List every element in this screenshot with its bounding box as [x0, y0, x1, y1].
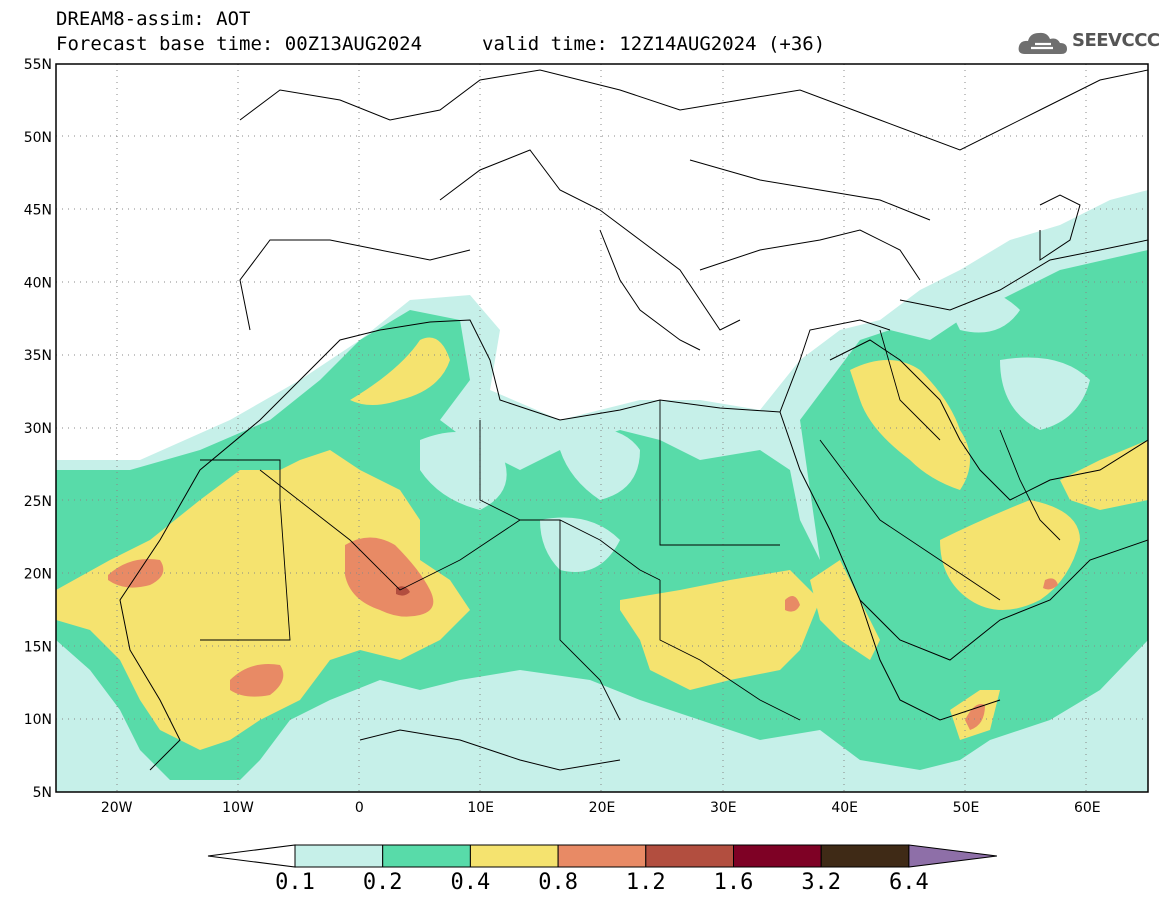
- logo-text: SEEVCCC: [1072, 30, 1160, 51]
- colorbar-bin: [733, 844, 822, 868]
- lon-label: 50E: [953, 800, 980, 816]
- borders: [200, 329, 1061, 721]
- lat-label: 50N: [24, 130, 52, 146]
- lat-label: 30N: [24, 421, 52, 437]
- colorbar: [207, 844, 997, 868]
- colorbar-bin: [645, 844, 734, 868]
- colorbar-bin: [820, 844, 910, 868]
- colorbar-level-label: 0.1: [275, 870, 315, 895]
- colorbar-level-label: 0.8: [538, 870, 578, 895]
- lat-label: 20N: [24, 567, 52, 583]
- colorbar-bin: [469, 844, 559, 868]
- lat-label: 55N: [24, 57, 52, 73]
- lon-label: 40E: [831, 800, 858, 816]
- map-frame: [55, 63, 1149, 793]
- longitude-labels: 20W 10W 0 10E 20E 30E 40E 50E 60E: [101, 800, 1101, 816]
- graticule: [56, 64, 1148, 792]
- lon-label: 0: [355, 800, 364, 816]
- lat-label: 40N: [24, 275, 52, 291]
- lat-label: 5N: [33, 785, 52, 801]
- lat-label: 25N: [24, 494, 52, 510]
- lat-label: 35N: [24, 348, 52, 364]
- lat-label: 45N: [24, 203, 52, 219]
- forecast-base-time: Forecast base time: 00Z13AUG2024: [56, 33, 423, 55]
- cloud-icon: [1018, 32, 1067, 54]
- colorbar-level-label: 1.2: [625, 870, 666, 895]
- valid-time: valid time: 12Z14AUG2024 (+36): [482, 33, 826, 55]
- colorbar-level-label: 0.2: [362, 870, 403, 895]
- lat-label: 15N: [24, 639, 52, 655]
- aot-0.4-region: [56, 450, 470, 750]
- colorbar-high-triangle: [908, 844, 997, 868]
- lon-label: 20W: [101, 800, 133, 816]
- lon-label: 20E: [589, 800, 616, 816]
- colorbar-level-label: 1.6: [713, 870, 754, 895]
- aot-fields: [56, 190, 1148, 792]
- latitude-labels: 55N 50N 45N 40N 35N 30N 25N 20N 15N 10N 5N: [24, 57, 52, 801]
- coastlines: [119, 69, 1148, 771]
- colorbar-bin: [557, 844, 647, 868]
- colorbar-bin: [382, 844, 471, 868]
- lon-label: 10W: [222, 800, 254, 816]
- colorbar-bin: [294, 844, 384, 868]
- colorbar-low-triangle: [207, 844, 296, 868]
- seevccc-logo: [1017, 26, 1157, 60]
- lat-label: 10N: [24, 712, 52, 728]
- colorbar-level-label: 0.4: [450, 870, 491, 895]
- lon-label: 30E: [710, 800, 737, 816]
- aot-1.2-region: [396, 586, 410, 596]
- map-title: DREAM8-assim: AOT: [56, 8, 251, 30]
- lon-label: 10E: [467, 800, 494, 816]
- colorbar-level-label: 3.2: [801, 870, 842, 895]
- colorbar-level-label: 6.4: [889, 870, 929, 895]
- lon-label: 60E: [1074, 800, 1101, 816]
